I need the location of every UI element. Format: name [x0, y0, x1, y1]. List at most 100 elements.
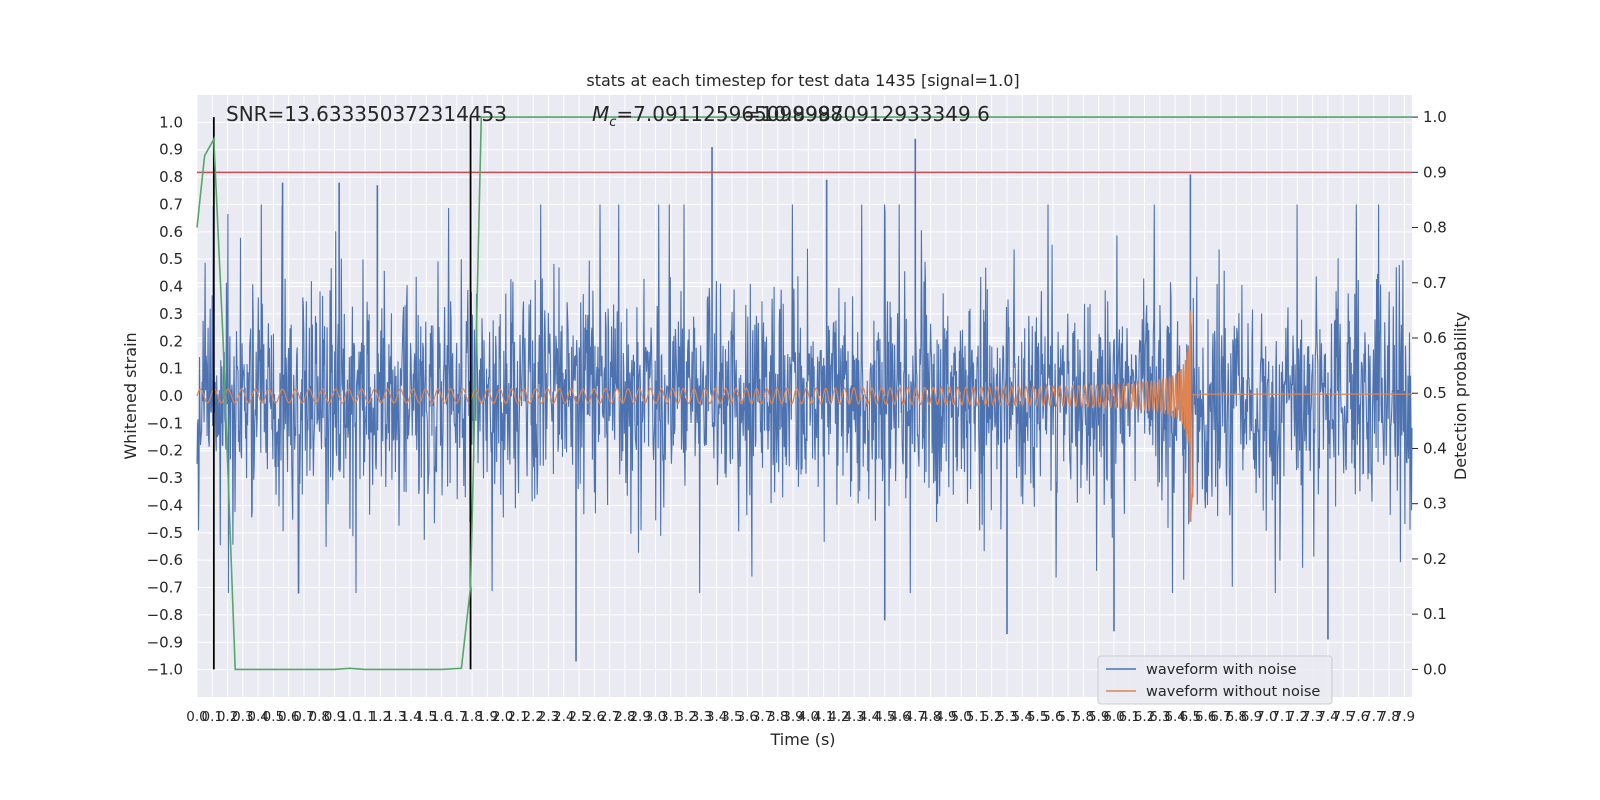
x-tick-78: 7.8	[1378, 709, 1399, 725]
x-tick-46: 4.6	[889, 709, 910, 725]
x-tick-70: 7.0	[1256, 709, 1277, 725]
y-tick-11: 0.1	[159, 360, 183, 378]
clean-trace	[196, 347, 1412, 519]
x-tick-73: 7.3	[1302, 709, 1323, 725]
x-tick-12: 1.2	[370, 709, 391, 725]
x-tick-77: 7.7	[1363, 709, 1384, 725]
noise-trace	[196, 204, 1413, 594]
y-tick-17: 0.7	[159, 195, 183, 213]
x-tick-27: 2.7	[599, 709, 620, 725]
mc-value: =7.091125965099998	[616, 102, 843, 126]
x-tick-71: 7.1	[1271, 709, 1292, 725]
x-tick-76: 7.6	[1348, 709, 1369, 725]
y-tick-12: 0.2	[159, 332, 183, 350]
x-tick-36: 3.6	[736, 709, 757, 725]
y-tick-8: −0.2	[147, 442, 183, 460]
y-tick-14: 0.4	[159, 278, 183, 296]
x-tick-61: 6.1	[1119, 709, 1140, 725]
x-axis-ticks: 0.00.10.20.30.40.50.60.70.80.91.01.11.21…	[186, 709, 1415, 725]
y2-axis-label: Detection probability	[1451, 312, 1470, 480]
x-tick-75: 7.5	[1332, 709, 1353, 725]
x-tick-24: 2.4	[553, 709, 574, 725]
y-tick-7: −0.3	[147, 469, 183, 487]
y2-tick-4: 0.4	[1423, 439, 1447, 457]
x-tick-8: 0.8	[309, 709, 330, 725]
x-tick-32: 3.2	[675, 709, 696, 725]
y-tick-18: 0.8	[159, 168, 183, 186]
series-waveform-with-noise	[196, 138, 1413, 662]
legend-label-clean: waveform without noise	[1146, 684, 1320, 700]
y-axis-ticks: −1.0 −0.9 −0.8 −0.7 −0.6 −0.5 −0.4 −0.3 −0.2 −0.1…	[147, 113, 183, 678]
x-tick-18: 1.8	[461, 709, 482, 725]
x-tick-6: 0.6	[278, 709, 299, 725]
mc-symbol: M	[592, 102, 609, 126]
y2-tick-1: 0.1	[1423, 605, 1447, 623]
y2-tick-2: 0.2	[1423, 550, 1447, 568]
y2-tick-5: 0.5	[1423, 384, 1447, 402]
x-tick-1: 0.1	[202, 709, 223, 725]
y2-tick-3: 0.3	[1423, 495, 1447, 513]
y-tick-9: −0.1	[147, 414, 183, 432]
x-tick-19: 1.9	[477, 709, 498, 725]
y2-axis-ticks: 0.0 0.1 0.2 0.3 0.4 0.5 0.6 0.7 0.8 0.9 1.0	[1412, 108, 1447, 678]
mc-subscript: c	[609, 115, 616, 130]
x-tick-0: 0.0	[186, 709, 207, 725]
y2-tick-7: 0.7	[1423, 274, 1447, 292]
x-tick-16: 1.6	[431, 709, 452, 725]
x-tick-5: 0.5	[263, 709, 284, 725]
x-tick-23: 2.3	[538, 709, 559, 725]
y-tick-16: 0.6	[159, 223, 183, 241]
series-waveform-without-noise	[196, 311, 1412, 522]
x-tick-33: 3.3	[691, 709, 712, 725]
svg-text:Mc=7.091125965099998: Mc=7.091125965099998	[592, 102, 843, 130]
x-tick-26: 2.6	[584, 709, 605, 725]
x-tick-42: 4.2	[828, 709, 849, 725]
y2-tick-8: 0.8	[1423, 219, 1447, 237]
x-tick-55: 5.5	[1027, 709, 1048, 725]
y-tick-13: 0.3	[159, 305, 183, 323]
x-tick-15: 1.5	[416, 709, 437, 725]
x-tick-79: 7.9	[1394, 709, 1415, 725]
x-tick-43: 4.3	[843, 709, 864, 725]
x-tick-28: 2.8	[614, 709, 635, 725]
x-tick-74: 7.4	[1317, 709, 1338, 725]
y-axis-label: Whitened strain	[121, 332, 140, 459]
x-tick-68: 6.8	[1226, 709, 1247, 725]
x-tick-53: 5.3	[996, 709, 1017, 725]
x-tick-38: 3.8	[767, 709, 788, 725]
overlap-annotation: =10.89870912933349 6	[744, 102, 990, 126]
x-tick-39: 3.9	[782, 709, 803, 725]
x-tick-67: 6.7	[1210, 709, 1231, 725]
y-tick-2: −0.8	[147, 606, 183, 624]
x-tick-20: 2.0	[492, 709, 513, 725]
x-tick-34: 3.4	[706, 709, 727, 725]
x-tick-50: 5.0	[950, 709, 971, 725]
y2-tick-0: 0.0	[1423, 660, 1447, 678]
x-tick-35: 3.5	[721, 709, 742, 725]
x-tick-54: 5.4	[1012, 709, 1033, 725]
x-tick-56: 5.6	[1042, 709, 1063, 725]
x-axis-label: Time (s)	[769, 730, 835, 749]
y-tick-19: 0.9	[159, 141, 183, 159]
x-tick-22: 2.2	[522, 709, 543, 725]
x-tick-66: 6.6	[1195, 709, 1216, 725]
x-tick-63: 6.3	[1149, 709, 1170, 725]
series-detection-probability	[196, 116, 1412, 671]
chart-title: stats at each timestep for test data 143…	[586, 71, 1019, 90]
x-tick-11: 1.1	[354, 709, 375, 725]
x-tick-60: 6.0	[1103, 709, 1124, 725]
x-tick-45: 4.5	[874, 709, 895, 725]
x-tick-57: 5.7	[1057, 709, 1078, 725]
y-tick-15: 0.5	[159, 250, 183, 268]
x-tick-7: 0.7	[293, 709, 314, 725]
x-tick-4: 0.4	[247, 709, 268, 725]
x-tick-2: 0.2	[217, 709, 238, 725]
x-tick-3: 0.3	[232, 709, 253, 725]
x-tick-25: 2.5	[568, 709, 589, 725]
x-tick-58: 5.8	[1073, 709, 1094, 725]
x-tick-47: 4.7	[905, 709, 926, 725]
legend: waveform with noise waveform without noi…	[1097, 655, 1333, 705]
x-tick-51: 5.1	[966, 709, 987, 725]
y2-tick-6: 0.6	[1423, 329, 1447, 347]
